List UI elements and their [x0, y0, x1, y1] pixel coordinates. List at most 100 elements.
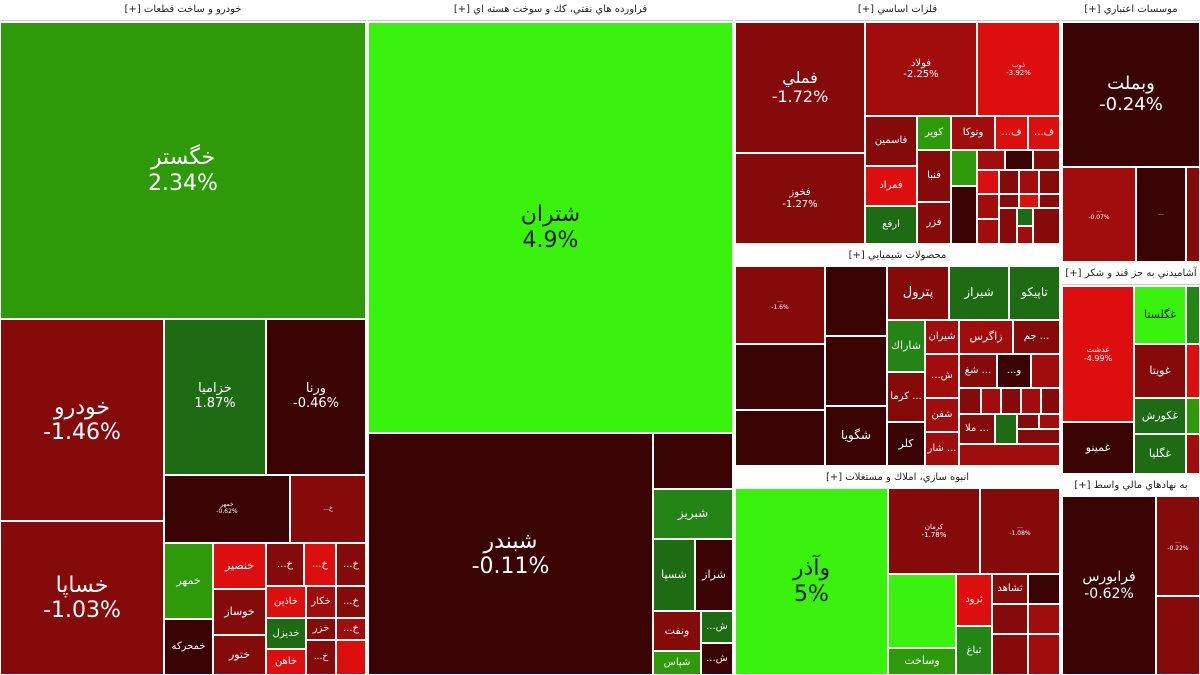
tile-tapiko[interactable]: تاپيكو	[1009, 266, 1060, 320]
tile-ghgolestan[interactable]: غگلستا	[1134, 286, 1186, 344]
tile-zob[interactable]: ذوب -3.92%	[977, 22, 1060, 116]
sector-financial-header[interactable]: به نهادهاي مالي واسط [+]	[1062, 476, 1200, 497]
tile-metal-s13[interactable]	[1039, 194, 1060, 208]
sector-metals-header[interactable]: فلزات اساسي [+]	[735, 0, 1060, 21]
tile-zagros[interactable]: زاگرس	[959, 320, 1013, 354]
tile-shebandar[interactable]: شبندر -0.11%	[368, 433, 653, 675]
tile-kh5[interactable]: ...خ	[336, 618, 366, 640]
tile-chem-s5[interactable]	[1031, 354, 1060, 388]
tile-khkar[interactable]: خكار	[306, 586, 336, 618]
sector-auto-header[interactable]: خودرو و ساخت قطعات [+]	[0, 0, 366, 21]
sector-construction-header[interactable]: انبوه سازي، املاك و مستغلات [+]	[735, 468, 1060, 489]
tile-const-small1[interactable]: ... -1.08%	[980, 488, 1060, 574]
tile-credit-small3[interactable]	[1186, 167, 1200, 262]
tile-khzamia[interactable]: خزاميا 1.87%	[164, 319, 266, 475]
tile-metal-s4[interactable]	[1033, 150, 1060, 170]
tile-metal-s12[interactable]	[1019, 194, 1039, 208]
tile-khosaz[interactable]: خوساز	[213, 589, 266, 635]
tile-chem-small3[interactable]	[735, 344, 825, 410]
tile-shenaft[interactable]: ونفت	[653, 611, 701, 651]
tile-kh4[interactable]: ...خ	[336, 586, 366, 618]
tile-food-s1[interactable]	[1186, 286, 1200, 344]
tile-metal-s16[interactable]	[977, 219, 999, 244]
tile-fin-small2[interactable]	[1156, 596, 1200, 675]
tile-sheraz[interactable]: شراز	[695, 539, 733, 611]
tile-shesh1[interactable]: ...ش	[701, 611, 733, 643]
tile-chem-s14[interactable]	[1017, 429, 1060, 444]
tile-kh3[interactable]: ...خ	[336, 543, 366, 586]
tile-chem-s8[interactable]	[1001, 388, 1021, 414]
tile-auto-tiny1[interactable]: ...خ	[306, 640, 336, 675]
tile-vetuka[interactable]: وتوكا	[951, 116, 995, 150]
tile-metal-s17[interactable]	[1033, 208, 1060, 244]
tile-metal-s14[interactable]	[1017, 208, 1033, 226]
tile-farabours[interactable]: فرابورس -0.62%	[1062, 496, 1156, 675]
tile-food-s2[interactable]	[1186, 344, 1200, 398]
tile-shevu[interactable]: ...و	[997, 354, 1031, 388]
tile-faneba[interactable]: فنبا	[917, 150, 951, 202]
tile-ghobita[interactable]: غويتا	[1134, 344, 1186, 398]
tile-jam[interactable]: جم ...	[1013, 320, 1060, 354]
tile-kh1[interactable]: ...خ	[266, 543, 304, 586]
tile-sharak[interactable]: شاراك	[887, 320, 925, 372]
tile-ghkorsh[interactable]: غكورش	[1134, 398, 1186, 434]
tile-credit-small2[interactable]: ...	[1136, 167, 1186, 262]
tile-vebmelat[interactable]: وبملت -0.24%	[1062, 22, 1200, 167]
tile-fin-small1[interactable]: ... -0.22%	[1156, 496, 1200, 596]
tile-shetran[interactable]: شتران 4.9%	[368, 22, 733, 433]
sector-food-header[interactable]: آشاميدني به جز قند و شكر [+]	[1062, 264, 1200, 285]
tile-shepas[interactable]: شپاس	[653, 651, 701, 675]
tile-vasakht[interactable]: وساخت	[888, 648, 956, 675]
tile-auto-tiny2[interactable]	[336, 640, 366, 675]
tile-food-s3[interactable]	[1186, 398, 1200, 434]
tile-const-s2[interactable]	[1028, 574, 1060, 604]
tile-metal-s18[interactable]	[1017, 226, 1033, 244]
tile-khensir[interactable]: خنصير	[213, 543, 266, 589]
tile-chem-small1[interactable]: ... -1.6%	[735, 266, 825, 344]
tile-fazer[interactable]: فزر	[917, 202, 951, 244]
tile-khmehrkeh[interactable]: خمحركه	[164, 619, 213, 675]
tile-kolar[interactable]: كلر	[887, 422, 925, 466]
tile-fekhuz[interactable]: فخوز -1.27%	[735, 153, 865, 244]
tile-fe2[interactable]: ...ف	[1028, 116, 1060, 150]
tile-chem-s11[interactable]	[995, 414, 1017, 444]
tile-shegoya[interactable]: شگويا	[825, 406, 887, 466]
tile-chem-s13[interactable]	[1039, 414, 1060, 429]
tile-shefan[interactable]: شفن	[925, 398, 959, 432]
tile-fulad[interactable]: فولاد -2.25%	[865, 22, 977, 116]
tile-khahn[interactable]: خاهن	[266, 649, 306, 675]
tile-metal-s2[interactable]	[977, 150, 1005, 170]
tile-metal-s11[interactable]	[999, 194, 1019, 208]
tile-metal-s7[interactable]	[999, 170, 1019, 194]
tile-metal-s6[interactable]	[977, 170, 999, 194]
tile-arfe[interactable]: ارفع	[865, 206, 917, 244]
tile-metal-s3[interactable]	[1005, 150, 1033, 170]
tile-chem-s15[interactable]	[959, 444, 1060, 466]
tile-khsapa[interactable]: خساپا -1.03%	[0, 521, 164, 675]
tile-kerman[interactable]: كرمان -1.78%	[888, 488, 980, 574]
tile-pertol[interactable]: پترول	[887, 266, 949, 320]
tile-chem-s10[interactable]	[1041, 388, 1060, 414]
tile-metal-s15[interactable]	[999, 208, 1017, 244]
tile-shar[interactable]: شار ...	[925, 432, 959, 466]
tile-shiraz[interactable]: شيراز	[949, 266, 1009, 320]
tile-khodro[interactable]: خودرو -1.46%	[0, 319, 164, 521]
tile-metal-s8[interactable]	[1019, 170, 1039, 194]
tile-sheh[interactable]: شغ ...	[959, 354, 997, 388]
tile-vazar[interactable]: وآذر 5%	[735, 488, 888, 675]
tile-metal-s1[interactable]	[951, 150, 977, 186]
tile-const-s3[interactable]	[992, 604, 1028, 634]
tile-fe1[interactable]: ...ف	[995, 116, 1028, 150]
tile-shesepa[interactable]: شسپا	[653, 539, 695, 611]
tile-metal-s9[interactable]	[1039, 170, 1060, 194]
tile-famrad[interactable]: فمراد	[865, 166, 917, 206]
tile-const-s4[interactable]	[1028, 604, 1060, 634]
tile-chem-s6[interactable]	[959, 388, 981, 414]
tile-const-s5[interactable]	[992, 634, 1028, 675]
tile-khegostar[interactable]: خگستر 2.34%	[0, 22, 366, 319]
tile-shebriz[interactable]: شبريز	[653, 489, 733, 539]
tile-fameli[interactable]: فملي -1.72%	[735, 22, 865, 153]
tile-ghgolpa[interactable]: غگليا	[1134, 434, 1186, 474]
tile-metal-s10[interactable]	[977, 194, 999, 219]
tile-terood[interactable]: ثرود	[956, 574, 992, 626]
